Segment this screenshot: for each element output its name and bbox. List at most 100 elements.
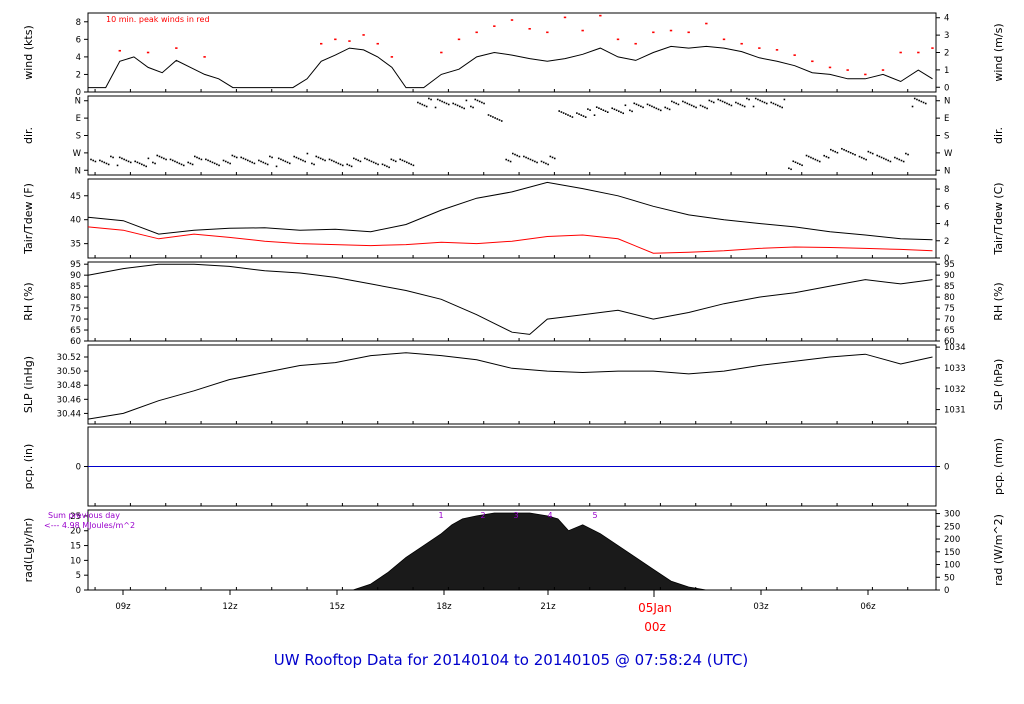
tick-label-left: 30.52 <box>57 353 81 363</box>
y-axis-label-left: SLP (inHg) <box>22 356 35 413</box>
wind-direction-point <box>319 157 322 160</box>
wind-direction-point <box>682 100 684 103</box>
wind-direction-point <box>646 103 649 106</box>
wind-direction-point <box>156 154 159 157</box>
wind-direction-point <box>578 113 580 115</box>
wind-direction-point <box>885 158 887 161</box>
wind-direction-point <box>765 102 768 105</box>
wind-direction-point <box>801 164 803 167</box>
wind-direction-point <box>224 160 227 163</box>
wind-direction-point <box>322 158 324 161</box>
wind-direction-point <box>774 103 777 106</box>
wind-direction-point <box>752 105 755 108</box>
tick-label-left: 0 <box>76 463 81 473</box>
peak-wind-point <box>376 42 379 45</box>
wind-direction-point <box>770 101 772 104</box>
wind-direction-point <box>565 113 567 115</box>
wind-direction-point <box>902 160 905 163</box>
wind-direction-point <box>560 111 563 113</box>
wind-direction-point <box>615 109 618 112</box>
tick-label-left: E <box>76 114 81 124</box>
wind-direction-point <box>145 165 147 168</box>
wind-direction-point <box>125 159 128 162</box>
wind-direction-point <box>364 157 366 160</box>
wind-direction-point <box>341 164 344 167</box>
wind-direction-point <box>105 162 108 165</box>
wind-direction-point <box>777 104 779 107</box>
peak-wind-point <box>599 14 602 17</box>
wind-direction-point <box>213 162 216 165</box>
x-date-label: 05Jan <box>638 601 672 615</box>
wind-direction-point <box>478 100 481 103</box>
tick-label-left: 65 <box>70 326 81 336</box>
wind-direction-point <box>421 103 424 106</box>
wind-direction-point <box>456 104 459 107</box>
wind-direction-point <box>496 118 499 120</box>
wind-direction-point <box>280 158 282 161</box>
peak-wind-point <box>175 47 178 49</box>
tick-label-right: N <box>944 166 950 176</box>
tick-label-right: 85 <box>944 282 955 292</box>
wind-direction-point <box>690 104 693 107</box>
radiation-marker: 4 <box>547 511 552 520</box>
wind-direction-point <box>174 160 176 163</box>
tick-label-left: 70 <box>70 315 81 325</box>
wind-direction-point <box>587 108 589 110</box>
wind-direction-point <box>297 157 300 160</box>
peak-wind-point <box>348 40 351 42</box>
wind-direction-point <box>394 160 397 163</box>
wind-direction-point <box>253 162 256 165</box>
wind-direction-point <box>637 104 640 107</box>
peak-wind-point <box>917 51 920 54</box>
peak-wind-point <box>528 28 531 30</box>
wind-direction-point <box>483 102 485 105</box>
wind-direction-point <box>401 159 404 162</box>
radiation-sum-label: Sum previous day <box>48 511 120 520</box>
wind-direction-point <box>880 156 883 159</box>
wind-direction-point <box>271 156 273 159</box>
wind-direction-point <box>671 100 673 103</box>
wind-direction-point <box>163 157 165 160</box>
wind-direction-point <box>282 159 284 162</box>
wind-direction-point <box>311 162 313 165</box>
x-tick-label: 21z <box>540 602 556 612</box>
wind-direction-point <box>266 163 269 166</box>
tick-label-right: 4 <box>944 220 949 230</box>
x-tick-label: 09z <box>115 602 131 612</box>
y-axis-label-left: pcp. (in) <box>22 444 35 490</box>
tick-label-right: 90 <box>944 271 955 281</box>
wind-direction-point <box>375 162 377 165</box>
wind-direction-point <box>794 161 797 164</box>
wind-direction-point <box>218 164 220 167</box>
tick-label-right: 4 <box>944 14 949 24</box>
wind-direction-point <box>410 163 412 166</box>
radiation-marker: 5 <box>592 511 597 520</box>
wind-speed-line <box>88 45 933 89</box>
wind-direction-point <box>302 159 304 162</box>
wind-direction-point <box>494 117 496 119</box>
tick-label-left: N <box>75 97 81 107</box>
sea-level-pressure-line <box>87 352 933 420</box>
wind-direction-point <box>447 103 450 106</box>
wind-direction-point <box>792 160 795 163</box>
wind-direction-point <box>231 154 234 157</box>
wind-direction-point <box>686 102 689 105</box>
peak-wind-point <box>722 38 726 41</box>
wind-direction-point <box>728 103 730 106</box>
wind-direction-point <box>706 107 708 110</box>
wind-direction-point <box>651 105 653 108</box>
wind-direction-point <box>127 160 130 163</box>
y-axis-label-right: RH (%) <box>992 282 1005 320</box>
wind-direction-point <box>629 109 631 112</box>
wind-direction-point <box>558 110 560 112</box>
wind-direction-point <box>834 150 836 153</box>
tick-label-right: 150 <box>944 548 960 558</box>
wind-direction-point <box>284 160 287 163</box>
wind-direction-point <box>258 159 260 162</box>
wind-direction-point <box>500 120 503 122</box>
peak-wind-point <box>687 31 690 34</box>
wind-direction-point <box>620 111 622 114</box>
x-tick-label: 18z <box>436 602 452 612</box>
tick-label-left: 15 <box>70 542 81 552</box>
wind-direction-point <box>233 155 236 158</box>
